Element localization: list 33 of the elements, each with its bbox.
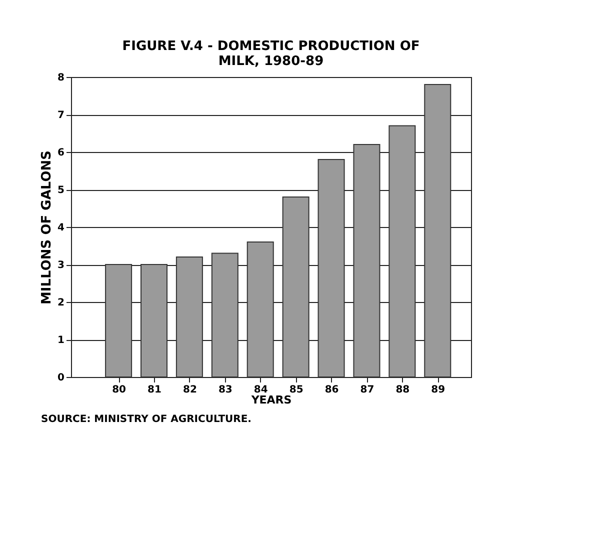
x-tick-label: 83 [218,384,232,396]
x-tick-label: 80 [112,384,126,396]
y-tick-label: 7 [58,110,65,121]
y-axis-title: MILLONS OF GALONS [40,150,55,305]
x-tick-label: 85 [289,384,304,396]
bar [318,159,345,378]
bar [353,144,380,378]
y-tick-label: 5 [58,185,65,196]
y-tick-label: 1 [58,335,65,346]
bar [211,252,238,378]
y-tick-label: 0 [58,372,65,384]
x-tick-label: 87 [360,384,374,396]
x-tick-label: 86 [324,384,339,396]
x-tick-label: 81 [148,384,162,396]
bar [105,264,132,378]
bar [176,256,203,378]
bar [246,242,274,378]
bar [140,264,168,378]
chart-title: FIGURE V.4 - DOMESTIC PRODUCTION OF MILK, 1980-89 [122,39,420,69]
source-note: SOURCE: MINISTRY OF AGRICULTURE. [41,414,252,425]
y-tick-label: 2 [58,298,65,308]
bar [388,125,416,378]
y-tick-label: 4 [58,222,65,234]
bar [424,84,452,378]
x-tick-label: 84 [254,384,268,396]
x-tick-label: 89 [431,384,446,396]
x-axis-title: YEARS [250,394,292,406]
x-tick-label: 82 [182,384,197,396]
y-tick-label: 3 [58,260,65,271]
y-tick-label: 8 [58,72,65,84]
y-tick-label: 6 [58,148,65,158]
bar [282,196,310,378]
x-tick-label: 88 [396,384,410,396]
